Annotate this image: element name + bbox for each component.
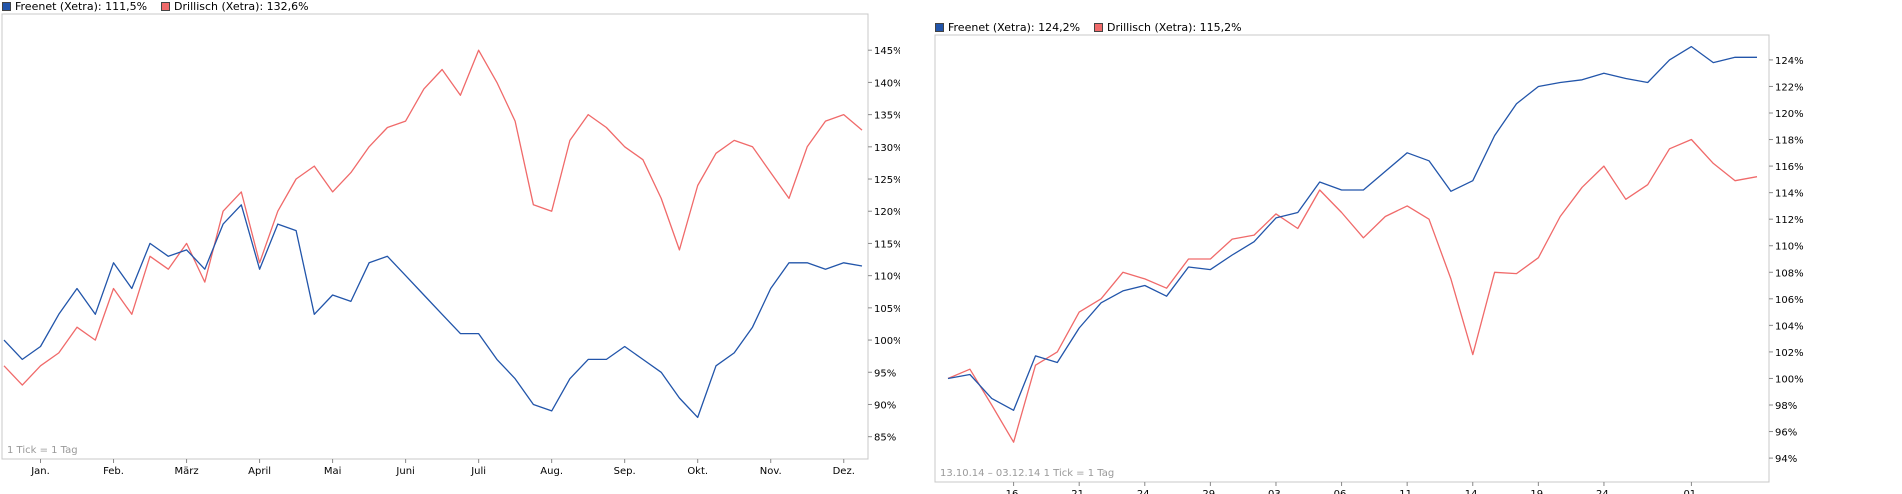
x-tick-label: Juni: [395, 466, 414, 477]
y-tick-label: 122%: [1775, 82, 1804, 93]
y-tick-label: 125%: [874, 175, 900, 186]
y-tick-label: 112%: [1775, 215, 1804, 226]
x-tick-label: 19.: [1530, 489, 1546, 494]
y-tick-label: 118%: [1775, 136, 1804, 147]
x-tick-label: Jan.: [30, 466, 50, 477]
series-line: [3, 204, 863, 419]
plot-frame: [1, 13, 869, 460]
x-tick-label: Dez.: [833, 466, 855, 477]
legend-chart-2: Freenet (Xetra): 124,2% Drillisch (Xetra…: [935, 21, 1256, 34]
y-tick-label: 120%: [1775, 109, 1804, 120]
y-tick-label: 96%: [1775, 428, 1797, 439]
y-tick-label: 98%: [1775, 401, 1797, 412]
y-tick-label: 110%: [874, 272, 900, 283]
y-tick-label: 130%: [874, 143, 900, 154]
legend-value: 124,2%: [1038, 21, 1081, 34]
legend-item-freenet: Freenet (Xetra): 111,5%: [2, 0, 147, 13]
plot-frame: [934, 34, 1770, 483]
x-tick-label: 01.: [1683, 489, 1699, 494]
legend-swatch-blue-icon: [935, 23, 944, 32]
y-tick-label: 102%: [1775, 348, 1804, 359]
y-tick-label: 106%: [1775, 295, 1804, 306]
y-tick-label: 145%: [874, 46, 900, 57]
legend-chart-1: Freenet (Xetra): 111,5% Drillisch (Xetra…: [2, 0, 323, 13]
series-line: [947, 138, 1758, 443]
x-tick-label: 24.: [1137, 489, 1153, 494]
y-tick-label: 124%: [1775, 56, 1804, 67]
legend-swatch-red-icon: [161, 2, 171, 11]
y-tick-label: 90%: [874, 400, 896, 411]
y-tick-label: 100%: [874, 336, 900, 347]
series-line: [3, 49, 863, 386]
y-tick-label: 140%: [874, 78, 900, 89]
x-tick-label: 29.: [1202, 489, 1218, 494]
legend-swatch-red-icon: [1094, 23, 1104, 32]
y-tick-label: 100%: [1775, 374, 1804, 385]
y-tick-label: 120%: [874, 207, 900, 218]
x-tick-label: Aug.: [540, 466, 563, 477]
legend-item-drillisch: Drillisch (Xetra): 115,2%: [1094, 21, 1242, 34]
x-tick-label: 24.: [1596, 489, 1612, 494]
x-tick-label: 21.: [1071, 489, 1087, 494]
y-tick-label: 114%: [1775, 189, 1804, 200]
legend-item-drillisch: Drillisch (Xetra): 132,6%: [161, 0, 309, 13]
legend-item-freenet: Freenet (Xetra): 124,2%: [935, 21, 1080, 34]
x-tick-label: Juli: [470, 466, 486, 477]
x-tick-label: Okt.: [687, 466, 708, 477]
y-tick-label: 105%: [874, 304, 900, 315]
chart-1-year: 145% 140% 135% 130% 125% 120% 115% 110% 105% 100%…: [1, 13, 900, 477]
legend-value: 115,2%: [1199, 21, 1242, 34]
x-tick-label: Nov.: [760, 466, 782, 477]
legend-value: 111,5%: [105, 0, 148, 13]
x-tick-label: 03.: [1268, 489, 1284, 494]
legend-label: Freenet (Xetra): [948, 21, 1031, 34]
x-tick-label: 06.: [1334, 489, 1350, 494]
legend-label: Drillisch (Xetra): [174, 0, 260, 13]
legend-label: Freenet (Xetra): [15, 0, 98, 13]
legend-swatch-blue-icon: [2, 2, 11, 11]
y-tick-label: 108%: [1775, 268, 1804, 279]
y-tick-label: 94%: [1775, 454, 1797, 465]
x-tick-label: 11.: [1399, 489, 1415, 494]
x-tick-label: Mai: [324, 466, 342, 477]
legend-label: Drillisch (Xetra): [1107, 21, 1193, 34]
tick-note: 1 Tick = 1 Tag: [7, 445, 78, 456]
x-tick-label: Feb.: [103, 466, 124, 477]
y-tick-label: 135%: [874, 111, 900, 122]
x-tick-label: 14.: [1465, 489, 1481, 494]
tick-note: 13.10.14 – 03.12.14 1 Tick = 1 Tag: [940, 468, 1114, 479]
x-tick-label: April: [248, 466, 271, 477]
y-tick-label: 116%: [1775, 162, 1804, 173]
y-tick-label: 110%: [1775, 242, 1804, 253]
x-tick-label: Sep.: [614, 466, 636, 477]
series-line: [947, 45, 1757, 411]
y-tick-label: 104%: [1775, 321, 1804, 332]
legend-value: 132,6%: [266, 0, 309, 13]
y-tick-label: 95%: [874, 368, 896, 379]
x-tick-label: 16.: [1006, 489, 1022, 494]
y-tick-label: 85%: [874, 433, 896, 444]
chart-2-period: 124% 122% 120% 118% 116% 114% 112% 110% 108% 106%…: [934, 34, 1804, 494]
x-tick-label: März: [174, 466, 198, 477]
y-tick-label: 115%: [874, 239, 900, 250]
